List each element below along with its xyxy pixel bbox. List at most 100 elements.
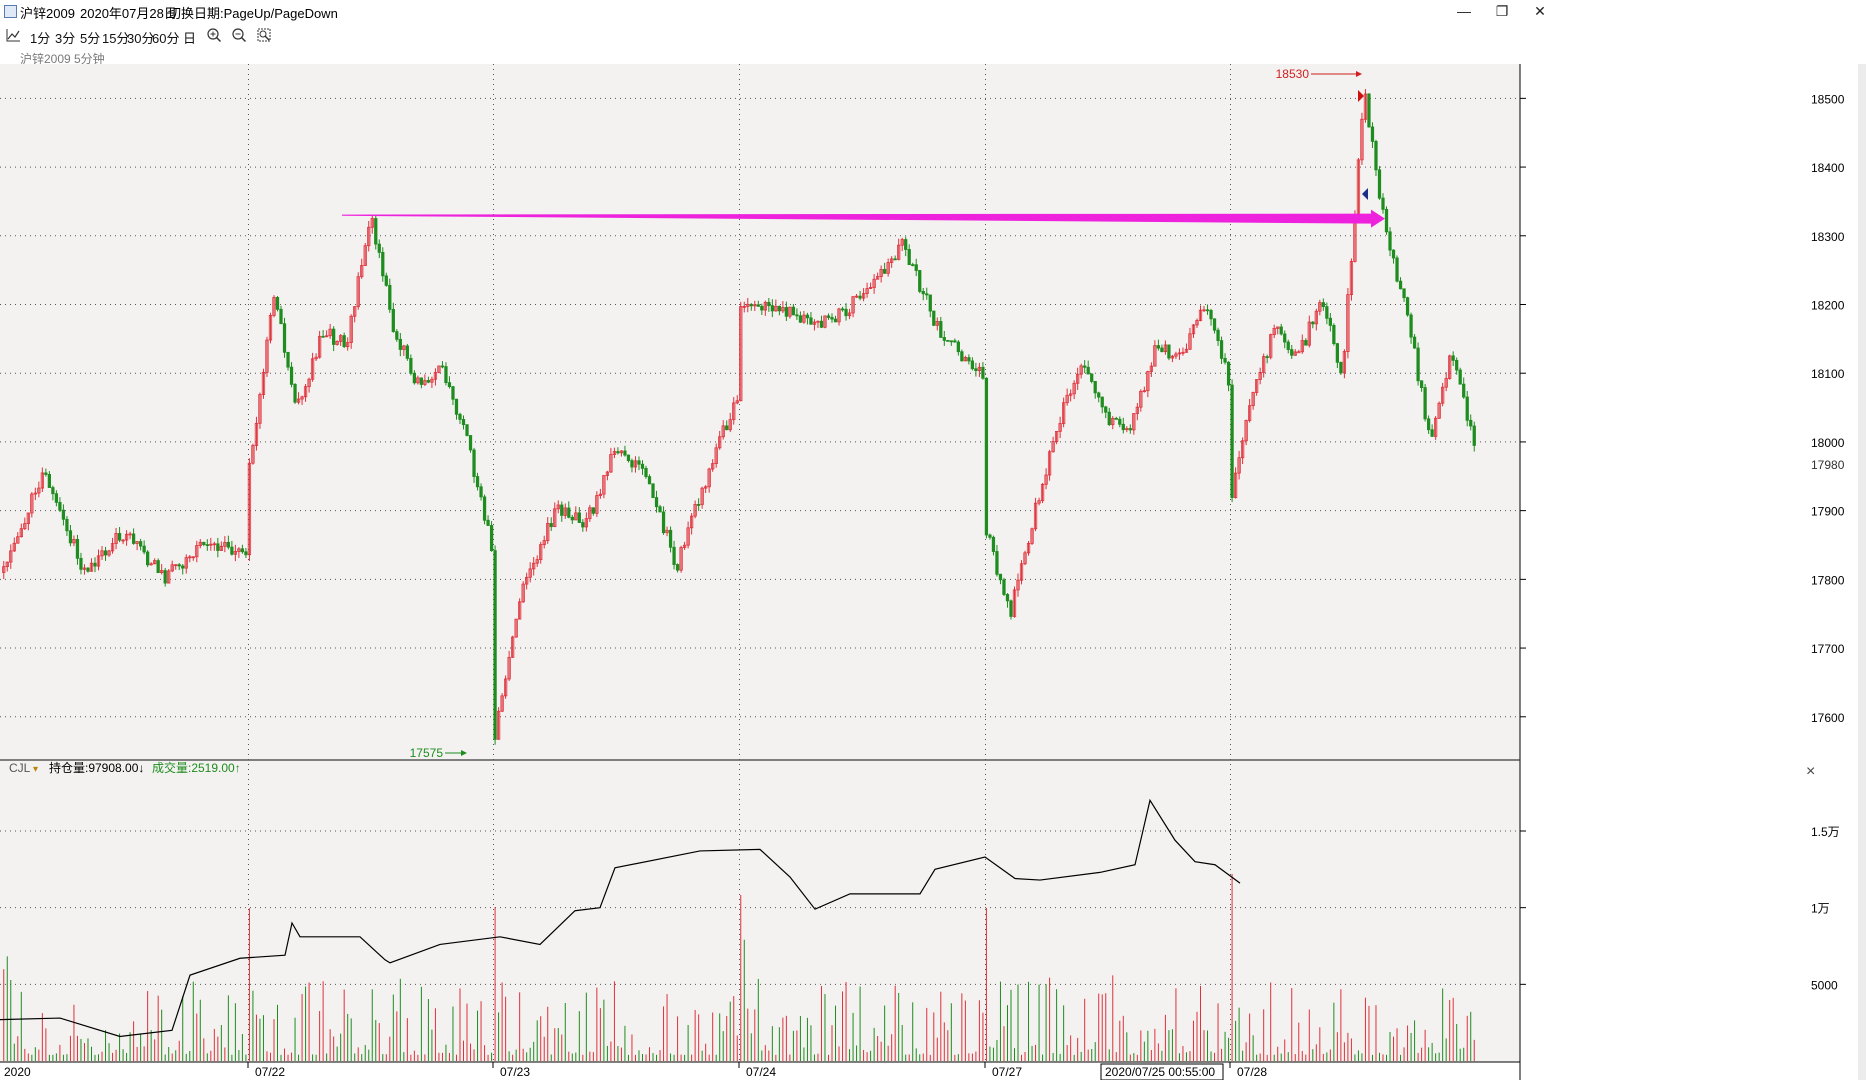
candle-body [1279,326,1283,335]
close-indicator-icon[interactable]: × [1806,763,1815,780]
candle-body [1469,419,1473,427]
candle-body [1377,169,1382,199]
candle-body [1037,500,1041,504]
candle-body [605,471,610,476]
candle-body [391,308,395,332]
candle-body [1149,365,1153,372]
candle-body [1293,351,1297,356]
candle-body [668,529,673,548]
candle-body [332,328,336,345]
candle-body [1325,306,1329,319]
candle-body [65,518,69,532]
sell-marker-icon [1362,188,1368,200]
candle-body [721,425,725,438]
candle-body [209,543,213,546]
candle-body [1026,543,1031,554]
candle-body [805,314,810,319]
candle-body [1205,309,1210,312]
candle-body [819,320,824,328]
indicator-dropdown-icon[interactable]: ▾ [33,764,38,775]
last-price-label: 17980 [1811,458,1845,472]
candle-body [1248,405,1252,421]
period-5min-button[interactable]: 5分 [80,31,101,46]
vertical-scrollbar[interactable] [1858,64,1866,1080]
candle-body [644,468,648,477]
zoom-in-icon[interactable] [206,27,222,43]
high-pointer-head [1356,71,1362,77]
candle-body [953,340,957,343]
candle-body [598,493,603,496]
candle-body [1448,355,1452,379]
price-gridlines [0,97,1520,718]
candle-body [826,315,831,318]
candle-body [970,360,975,370]
candle-body [1044,474,1048,485]
candle-body [1286,341,1290,350]
candle-body [907,249,911,266]
trend-arrow-annotation[interactable] [342,209,1385,228]
candle-body [647,476,652,485]
candle-body [858,295,862,299]
candle-body [170,564,174,572]
restore-button[interactable]: ❐ [1495,3,1509,19]
candle-body [1202,309,1206,312]
price-tick-label: 17800 [1811,573,1845,587]
candle-body [914,264,918,271]
period-60min-button[interactable]: 60分 [152,31,180,46]
candle-body [974,368,978,372]
indicator-name[interactable]: CJL [9,761,31,775]
candle-body [770,305,774,312]
period-3min-button[interactable]: 3分 [55,31,76,46]
candle-body [542,540,546,546]
candle-body [465,424,469,436]
candle-body [472,449,476,477]
candle-body [1384,208,1389,233]
zoom-out-icon[interactable] [231,27,247,43]
candle-body [233,551,238,555]
period-15min-button[interactable]: 15分 [102,31,130,46]
candle-body [82,567,87,570]
candle-body [353,306,357,317]
candle-body [514,618,518,638]
period-day-button[interactable]: 日 [183,31,197,46]
candle-body [1170,355,1175,359]
candle-body [823,315,827,328]
candle-body [833,318,838,323]
candle-body [261,371,266,395]
candle-body [1307,321,1311,346]
candle-body [1198,309,1203,321]
candle-body [581,522,585,528]
line-chart-icon[interactable] [5,27,21,43]
candle-body [500,695,504,712]
close-button[interactable]: ✕ [1534,3,1546,19]
candle-body [837,308,841,323]
candle-body [742,305,746,308]
candle-body [1335,343,1340,363]
period-1min-button[interactable]: 1分 [30,31,51,46]
candle-body [868,287,873,289]
candle-body [412,372,416,384]
minimize-button[interactable]: — [1457,3,1471,19]
candle-body [697,504,701,506]
candle-body [188,556,192,559]
candle-body [602,475,606,495]
reset-view-icon[interactable] [256,27,272,43]
candle-body [212,543,216,546]
period-30min-button[interactable]: 30分 [127,31,155,46]
candle-body [1251,392,1255,407]
candle-body [739,306,743,402]
candle-body [402,345,406,350]
candle-body [30,493,34,514]
candle-body [395,331,399,340]
candle-body [507,656,511,680]
candle-body [595,495,599,514]
candle-body [886,262,890,274]
title-bar: 沪锌2009 2020年07月28日 切换日期:PageUp/PageDown … [0,0,1866,22]
candle-body [1465,396,1469,421]
candle-body [19,528,23,538]
candle-body [1423,387,1427,420]
candle-body [1311,321,1315,325]
price-tick-label: 17700 [1811,642,1845,656]
candle-body [458,413,462,420]
